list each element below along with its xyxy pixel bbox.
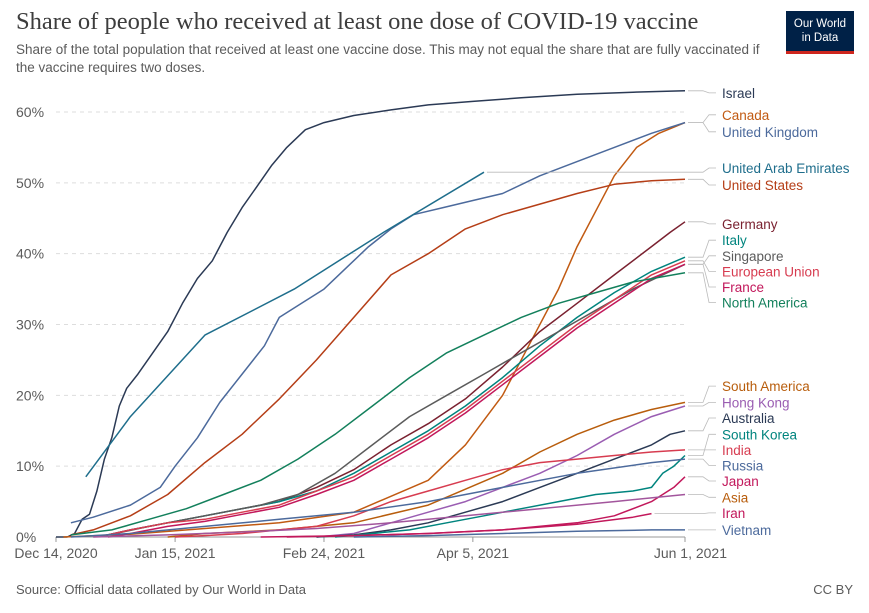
series-line-asia[interactable] (93, 493, 686, 538)
legend: Israel Canada United Kingdom United Arab Em… (487, 86, 850, 538)
legend-label-singapore[interactable]: Singapore (722, 249, 784, 264)
legend-connector (688, 263, 716, 288)
legend-connector (688, 90, 716, 94)
legend-connector (688, 260, 716, 272)
legend-connector (688, 476, 716, 482)
legend-connector (688, 221, 716, 225)
legend-connector (487, 167, 716, 173)
legend-connector (688, 178, 716, 186)
y-tick-label: 50% (16, 175, 44, 191)
series-line-north-america[interactable] (70, 272, 686, 536)
legend-connector (688, 433, 716, 456)
series-line-india[interactable] (175, 449, 686, 538)
series-line-european-union[interactable] (104, 260, 686, 537)
series-line-united-kingdom[interactable] (70, 121, 686, 524)
legend-label-canada[interactable]: Canada (722, 108, 770, 123)
series-line-israel[interactable] (56, 90, 686, 538)
legend-label-south-america[interactable]: South America (722, 379, 810, 394)
legend-label-iran[interactable]: Iran (722, 506, 745, 521)
series-line-canada[interactable] (63, 121, 686, 538)
legend-label-south-korea[interactable]: South Korea (722, 427, 798, 442)
legend-connector (688, 239, 716, 258)
x-axis-ticks: Dec 14, 2020 Jan 15, 2021 Feb 24, 2021 Apr … (14, 537, 727, 561)
legend-label-germany[interactable]: Germany (722, 217, 778, 232)
legend-connector (688, 122, 716, 133)
legend-connector (688, 401, 716, 407)
x-tick-label: Apr 5, 2021 (437, 545, 510, 561)
series-line-germany[interactable] (104, 221, 686, 537)
y-tick-label: 30% (16, 317, 44, 333)
series-line-united-states[interactable] (70, 178, 686, 536)
series-line-iran[interactable] (260, 512, 652, 538)
legend-label-united-arab-emirates[interactable]: United Arab Emirates (722, 161, 850, 176)
y-tick-label: 10% (16, 458, 44, 474)
legend-label-australia[interactable]: Australia (722, 411, 775, 426)
legend-label-hong-kong[interactable]: Hong Kong (722, 395, 790, 410)
owid-logo[interactable]: Our World in Data (786, 11, 854, 54)
legend-label-france[interactable]: France (722, 280, 764, 295)
legend-label-european-union[interactable]: European Union (722, 264, 820, 279)
x-tick-label: Dec 14, 2020 (14, 545, 97, 561)
series-line-australia[interactable] (316, 430, 686, 538)
legend-label-united-kingdom[interactable]: United Kingdom (722, 125, 818, 140)
license-note[interactable]: CC BY (813, 582, 853, 597)
y-axis-ticks: 0% 10% 20% 30% 40% 50% 60% (16, 104, 44, 545)
x-tick-label: Feb 24, 2021 (283, 545, 366, 561)
y-tick-label: 0% (16, 529, 36, 545)
y-tick-label: 40% (16, 246, 44, 262)
y-tick-label: 20% (16, 387, 44, 403)
legend-label-vietnam[interactable]: Vietnam (722, 523, 771, 538)
series-lines (56, 90, 686, 538)
legend-label-japan[interactable]: Japan (722, 474, 759, 489)
legend-connector (688, 114, 716, 123)
legend-label-italy[interactable]: Italy (722, 233, 747, 248)
legend-connector (688, 494, 716, 498)
legend-label-north-america[interactable]: North America (722, 296, 808, 311)
legend-label-india[interactable]: India (722, 443, 752, 458)
legend-connector (688, 272, 716, 303)
gridlines (56, 111, 685, 538)
logo-line-1: Our World (793, 18, 847, 30)
y-tick-label: 60% (16, 104, 44, 120)
chart-subtitle: Share of the total population that recei… (16, 42, 760, 75)
legend-label-united-states[interactable]: United States (722, 178, 803, 193)
series-line-south-korea[interactable] (335, 454, 686, 538)
series-line-singapore[interactable] (115, 263, 686, 535)
logo-line-2: in Data (801, 32, 839, 44)
x-tick-label: Jan 15, 2021 (135, 545, 216, 561)
legend-label-russia[interactable]: Russia (722, 458, 764, 473)
x-tick-label: Jun 1, 2021 (654, 545, 727, 561)
series-line-russia[interactable] (70, 458, 686, 538)
legend-connector (688, 417, 716, 432)
series-line-vietnam[interactable] (353, 529, 685, 538)
legend-connector (688, 385, 716, 403)
legend-label-asia[interactable]: Asia (722, 490, 749, 505)
legend-label-israel[interactable]: Israel (722, 86, 755, 101)
chart-title: Share of people who received at least on… (16, 8, 699, 35)
legend-connector (654, 512, 716, 514)
series-line-united-arab-emirates[interactable] (85, 171, 485, 478)
series-line-france[interactable] (107, 263, 686, 538)
source-note: Source: Official data collated by Our Wo… (16, 582, 306, 597)
legend-connector (688, 458, 716, 466)
